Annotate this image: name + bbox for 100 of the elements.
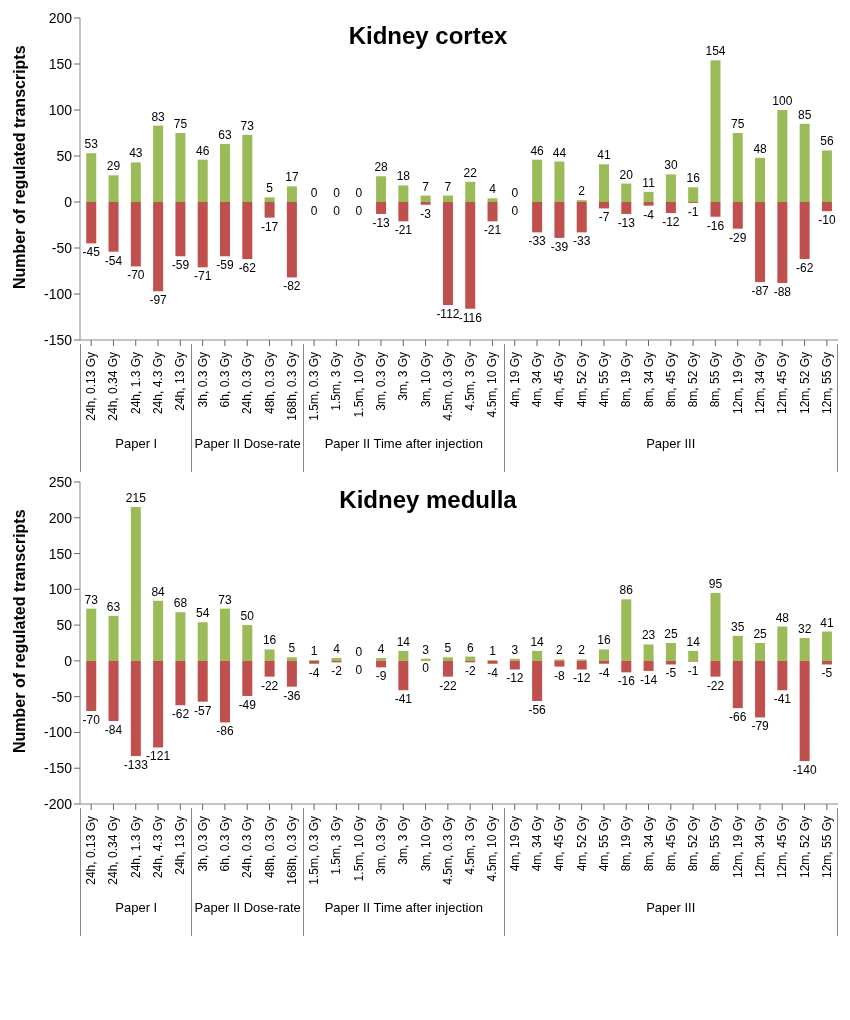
- data-label: 0: [333, 186, 341, 200]
- bar: [599, 202, 610, 209]
- x-tick-label: 24h, 0.13 Gy: [84, 352, 99, 421]
- data-label: 28: [374, 160, 389, 175]
- bar: [532, 159, 543, 202]
- data-label: -140: [792, 763, 817, 778]
- data-label: -39: [550, 239, 569, 254]
- data-label: -33: [573, 234, 591, 249]
- bar: [710, 202, 721, 217]
- bar: [777, 626, 788, 661]
- bar: [532, 202, 543, 233]
- bar: [688, 650, 699, 661]
- bar: [554, 202, 565, 238]
- bar: [398, 650, 409, 661]
- x-tick-label: 3m, 0.3 Gy: [373, 352, 388, 411]
- data-label: -21: [483, 223, 502, 238]
- bar: [643, 191, 654, 202]
- data-label: -133: [123, 758, 149, 773]
- data-label: -9: [375, 669, 387, 684]
- data-label: 30: [664, 158, 678, 173]
- data-label: -17: [260, 219, 279, 234]
- x-tick-label: 3m, 3 Gy: [396, 352, 411, 401]
- bar: [86, 660, 97, 711]
- bar: [286, 657, 297, 661]
- y-tick-label: 0: [64, 193, 73, 210]
- data-label: -62: [171, 707, 190, 722]
- bar: [175, 660, 186, 706]
- data-label: -59: [171, 258, 190, 273]
- y-tick-label: 100: [48, 581, 73, 598]
- bar: [732, 660, 743, 709]
- data-label: 215: [125, 491, 147, 506]
- x-tick-label: 6h, 0.3 Gy: [217, 352, 232, 408]
- data-label: -4: [643, 207, 655, 222]
- x-tick-label: 4m, 19 Gy: [507, 352, 522, 408]
- text: Paper II Time after injection: [323, 436, 484, 451]
- x-tick-label: 24h, 0.13 Gy: [84, 816, 99, 885]
- data-label: -121: [146, 749, 171, 764]
- bar: [197, 660, 208, 702]
- data-label: 63: [106, 599, 121, 614]
- bar: [487, 198, 498, 202]
- data-label: -49: [238, 697, 257, 712]
- data-label: 1: [310, 644, 318, 659]
- data-label: 7: [422, 179, 430, 194]
- data-label: 0: [355, 204, 363, 218]
- bar: [799, 637, 810, 661]
- bar: [264, 660, 275, 677]
- y-tick-label: -150: [43, 760, 73, 777]
- x-tick-label: 8m, 19 Gy: [619, 352, 634, 408]
- data-label: -16: [617, 674, 636, 689]
- data-label: -12: [573, 671, 591, 686]
- x-tick-label: 4m, 45 Gy: [552, 816, 567, 872]
- bar: [242, 625, 253, 661]
- data-label: 0: [333, 204, 341, 218]
- bar: [442, 195, 453, 202]
- data-label: -4: [308, 665, 320, 680]
- data-label: 11: [642, 175, 656, 190]
- data-label: 16: [262, 633, 277, 648]
- y-tick-label: 150: [48, 545, 73, 562]
- chart-title: Kidney medulla: [339, 486, 517, 513]
- x-tick-label: 4m, 52 Gy: [574, 352, 589, 408]
- data-label: 73: [240, 118, 255, 133]
- data-label: -13: [617, 215, 636, 230]
- x-tick-label: 6h, 0.3 Gy: [217, 816, 232, 872]
- x-tick-label: 12m, 34 Gy: [752, 352, 767, 415]
- x-tick-label: 8m, 34 Gy: [641, 352, 656, 408]
- y-tick-label: 200: [48, 509, 73, 526]
- data-label: -41: [773, 692, 792, 707]
- data-label: -97: [149, 293, 168, 308]
- data-label: 22: [463, 165, 478, 180]
- data-label: -1: [687, 663, 699, 678]
- data-label: -4: [487, 665, 499, 680]
- x-tick-label: 4.5m, 0.3 Gy: [440, 816, 455, 885]
- x-tick-label: 168h, 0.3 Gy: [284, 816, 299, 885]
- bar: [130, 660, 141, 757]
- x-tick-label: 3h, 0.3 Gy: [195, 352, 210, 408]
- y-tick-label: 0: [64, 652, 73, 669]
- bar: [108, 202, 119, 252]
- bar: [755, 157, 766, 202]
- data-label: 48: [753, 141, 768, 156]
- x-tick-label: 12m, 55 Gy: [819, 352, 834, 415]
- bar: [220, 660, 231, 723]
- y-tick-label: 50: [56, 617, 73, 634]
- bar: [153, 660, 164, 748]
- bar: [286, 202, 297, 278]
- bar: [755, 202, 766, 283]
- data-label: 73: [218, 592, 232, 607]
- x-tick-label: 12m, 52 Gy: [797, 352, 812, 415]
- data-label: 16: [686, 171, 701, 186]
- y-tick-label: -200: [43, 795, 73, 812]
- bar: [755, 643, 766, 661]
- x-tick-label: 12m, 34 Gy: [752, 816, 767, 879]
- data-label: 0: [511, 186, 519, 200]
- data-label: -5: [665, 666, 677, 681]
- data-label: 73: [84, 592, 99, 607]
- data-label: -56: [528, 702, 547, 717]
- x-tick-label: 4.5m, 3 Gy: [463, 816, 478, 875]
- bar: [130, 202, 141, 267]
- x-tick-label: 4.5m, 3 Gy: [463, 352, 478, 411]
- data-label: 85: [797, 107, 812, 122]
- bar: [532, 660, 543, 701]
